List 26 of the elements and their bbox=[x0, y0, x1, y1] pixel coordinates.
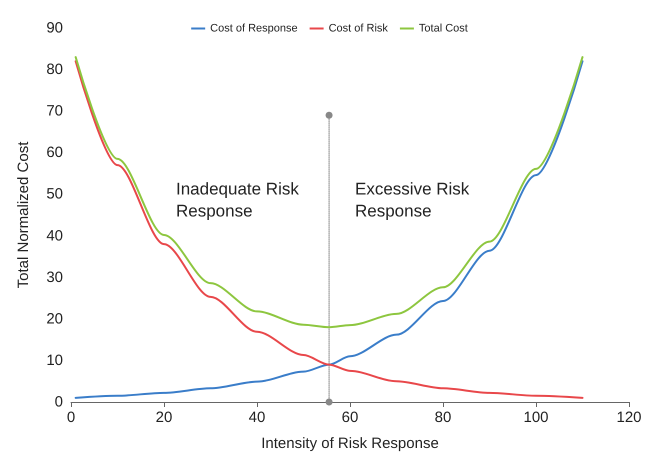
x-tick-label: 20 bbox=[156, 409, 172, 426]
y-tick-label: 40 bbox=[46, 227, 63, 244]
x-tick-label: 80 bbox=[434, 409, 452, 426]
y-tick-label: 70 bbox=[46, 102, 63, 120]
y-tick-label: 90 bbox=[46, 20, 63, 36]
y-tick-label: 20 bbox=[46, 310, 63, 328]
y-tick-label: 10 bbox=[46, 352, 63, 369]
y-axis-title: Total Normalized Cost bbox=[15, 140, 32, 288]
line-series bbox=[74, 56, 584, 328]
y-tick-label: 80 bbox=[46, 61, 63, 78]
x-tick-label: 60 bbox=[342, 409, 358, 426]
annotation: Excessive Risk Response bbox=[355, 180, 470, 220]
legend-label: Cost of Risk bbox=[328, 22, 388, 34]
x-axis-title: Intensity of Risk Response bbox=[261, 435, 439, 452]
y-tick-label: 0 bbox=[54, 394, 63, 410]
legend-label: Total Cost bbox=[418, 22, 468, 34]
x-tick-label: 40 bbox=[248, 409, 266, 426]
legend-label: Cost of Response bbox=[210, 22, 298, 34]
y-tick-label: 50 bbox=[46, 186, 63, 203]
x-tick-label: 120 bbox=[616, 409, 642, 426]
y-tick-label: 30 bbox=[46, 268, 63, 286]
x-tick-label: 100 bbox=[523, 409, 549, 426]
line-series bbox=[74, 60, 584, 399]
x-tick-label: 0 bbox=[66, 409, 76, 426]
annotation: Inadequate Risk Response bbox=[176, 180, 300, 220]
y-tick-label: 60 bbox=[46, 144, 63, 162]
